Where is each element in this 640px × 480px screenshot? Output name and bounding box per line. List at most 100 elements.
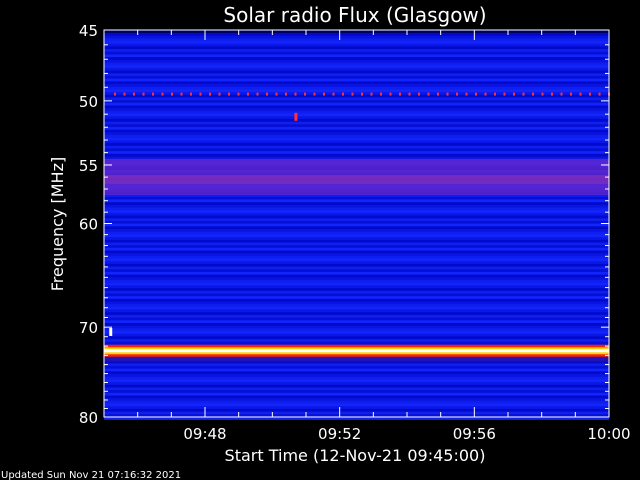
freq-row [104,105,609,109]
dotted-line-dot [570,92,572,96]
freq-row [104,228,609,232]
freq-row [104,390,609,394]
dotted-line-dot [199,92,202,96]
dotted-line-dot [399,92,401,96]
x-tick-label: 10:00 [587,425,630,443]
intense-band-core [104,349,609,353]
dotted-line-dot [465,92,468,96]
y-axis-label: Frequency [MHz] [48,157,67,291]
dotted-line-dot [266,92,268,96]
freq-row [104,271,609,275]
freq-row [104,121,609,125]
freq-row [104,70,609,74]
freq-row [104,86,609,90]
dotted-line-dot [190,92,192,96]
dotted-line-dot [256,92,259,96]
freq-row [104,143,609,147]
freq-row [104,325,609,329]
x-tick-label: 09:52 [318,425,361,443]
dotted-line-dot [285,92,287,96]
freq-row [104,57,609,61]
dotted-line-dot [456,92,458,96]
dotted-line-dot [351,92,354,96]
freq-row [104,245,609,249]
freq-row [104,309,609,313]
freq-row [104,398,609,402]
dotted-line-dot [180,92,183,96]
freq-row [104,416,609,420]
freq-row [104,38,609,42]
freq-row [104,336,609,340]
freq-row [104,126,609,130]
dotted-line-dot [218,92,221,96]
freq-row [104,301,609,305]
freq-row [104,129,609,133]
freq-row [104,365,609,369]
freq-row [104,78,609,82]
band-top-dark [104,30,609,33]
spectrogram-features [104,92,610,362]
freq-row [104,135,609,139]
freq-row [104,288,609,292]
freq-row [104,237,609,241]
spectrogram-plot-area [104,30,610,420]
y-axis: 45 50 55 60 70 80 [79,22,609,427]
y-tick-label: 55 [79,157,98,175]
freq-row [104,65,609,69]
freq-row [104,51,609,55]
freq-row [104,282,609,286]
freq-row [104,368,609,372]
dotted-line-dot [484,92,487,96]
dotted-line-dot [142,92,145,96]
y-tick-label: 50 [79,93,98,111]
dotted-line-dot [408,92,411,96]
freq-row [104,333,609,337]
dotted-line-dot [446,92,449,96]
freq-row [104,124,609,128]
dotted-line-dot [522,92,525,96]
dotted-line-dot [579,92,582,96]
freq-row [104,41,609,45]
freq-row [104,403,609,407]
freq-row [104,46,609,50]
dotted-line-dot [294,92,297,96]
dotted-line-dot [560,92,563,96]
dotted-line-dot [503,92,506,96]
dotted-line-dot [228,92,230,96]
freq-row [104,137,609,141]
dotted-line-dot [475,92,477,96]
freq-row [104,153,609,157]
freq-row [104,81,609,85]
freq-row [104,118,609,122]
freq-row [104,304,609,308]
dotted-line-dot [427,92,430,96]
freq-row [104,376,609,380]
dotted-line-dot [171,92,173,96]
dotted-line-dot [494,92,496,96]
freq-row [104,210,609,214]
freq-row [104,253,609,257]
dotted-line-dot [532,92,534,96]
freq-row [104,145,609,149]
dotted-line-dot [418,92,420,96]
freq-row [104,234,609,238]
signal-spot [109,327,113,336]
freq-row [104,373,609,377]
freq-row [104,371,609,375]
dotted-line-dot [237,92,240,96]
dotted-line-dot [114,92,116,96]
freq-row [104,94,609,98]
freq-row [104,317,609,321]
freq-row [104,263,609,267]
freq-row [104,242,609,246]
freq-row [104,116,609,120]
freq-row [104,215,609,219]
freq-row [104,331,609,335]
freq-row [104,274,609,278]
freq-row [104,341,609,345]
freq-row [104,100,609,104]
dotted-line-dot [589,92,591,96]
freq-row [104,298,609,302]
dotted-line-dot [123,92,126,96]
freq-row [104,220,609,224]
